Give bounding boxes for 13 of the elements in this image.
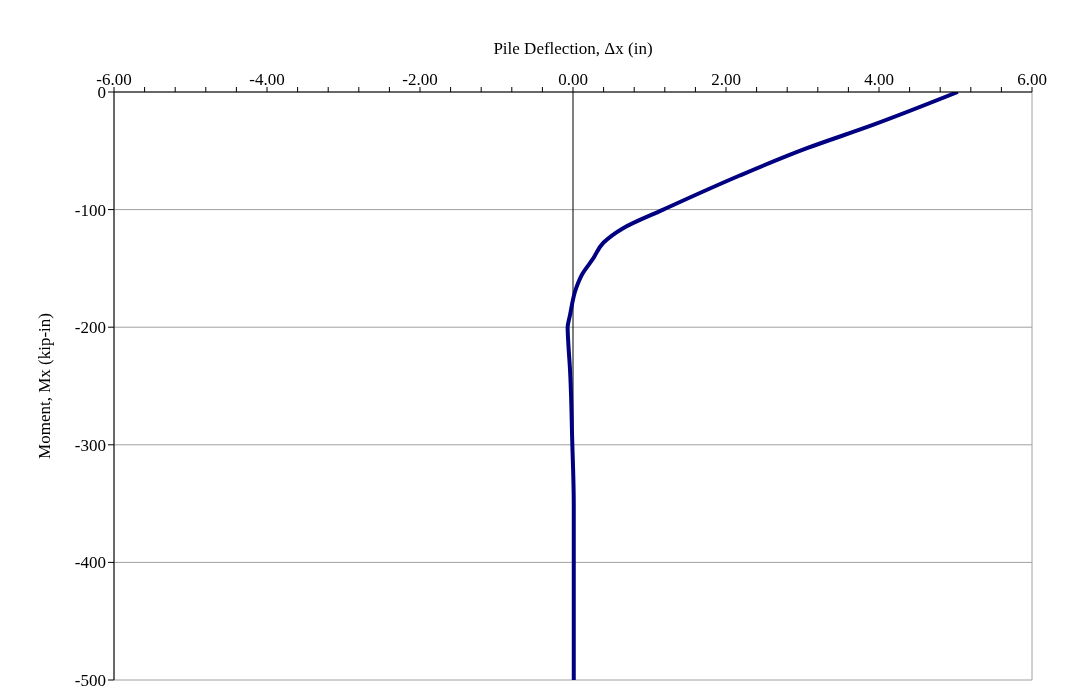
x-tick-label: 4.00 [864, 70, 894, 89]
y-tick-label: -400 [74, 553, 106, 573]
y-axis-title: Moment, Mx (kip-in) [35, 313, 55, 459]
x-tick-label: -4.00 [249, 70, 285, 89]
x-tick-label: 0.00 [558, 70, 588, 89]
y-tick-label: -200 [74, 318, 106, 338]
y-tick-label: -300 [74, 435, 106, 455]
x-tick-label: 2.00 [711, 70, 741, 89]
x-tick-label: -2.00 [402, 70, 438, 89]
y-tick-label: -500 [74, 671, 106, 691]
x-tick-label: 6.00 [1017, 70, 1047, 89]
y-tick-label: -100 [74, 200, 106, 220]
x-axis-title: Pile Deflection, Δx (in) [493, 39, 653, 59]
